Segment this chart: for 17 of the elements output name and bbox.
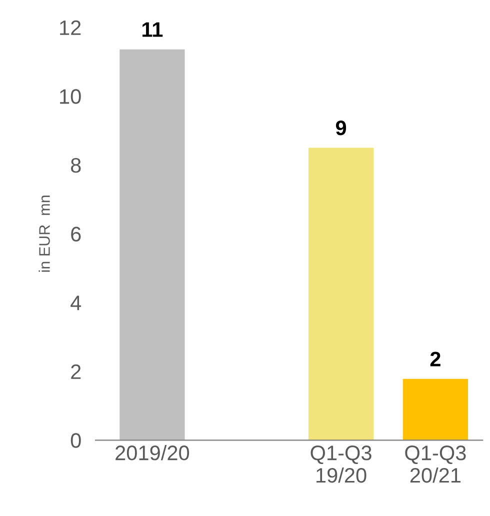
y-tick-label: 4 — [70, 296, 82, 310]
y-tick-label: 2 — [71, 364, 81, 379]
y-tick-label: 6 — [71, 226, 81, 242]
bar — [120, 49, 185, 440]
x-tick-label: Q1-Q3 19/20 — [310, 446, 372, 483]
data-label: 11 — [142, 22, 163, 37]
y-tick-label: 0 — [70, 433, 81, 448]
data-label: 2 — [430, 352, 440, 366]
x-tick-label: 2019/20 — [116, 445, 190, 460]
x-tick-label: Q1-Q3 20/21 — [405, 446, 466, 483]
bar — [308, 148, 374, 440]
bar — [402, 378, 468, 440]
data-label: 9 — [336, 120, 346, 136]
y-axis-title: in EUR mn — [38, 196, 50, 272]
y-tick-label: 10 — [60, 89, 81, 104]
y-tick-label: 8 — [70, 158, 81, 173]
y-tick-label: 12 — [60, 20, 81, 35]
